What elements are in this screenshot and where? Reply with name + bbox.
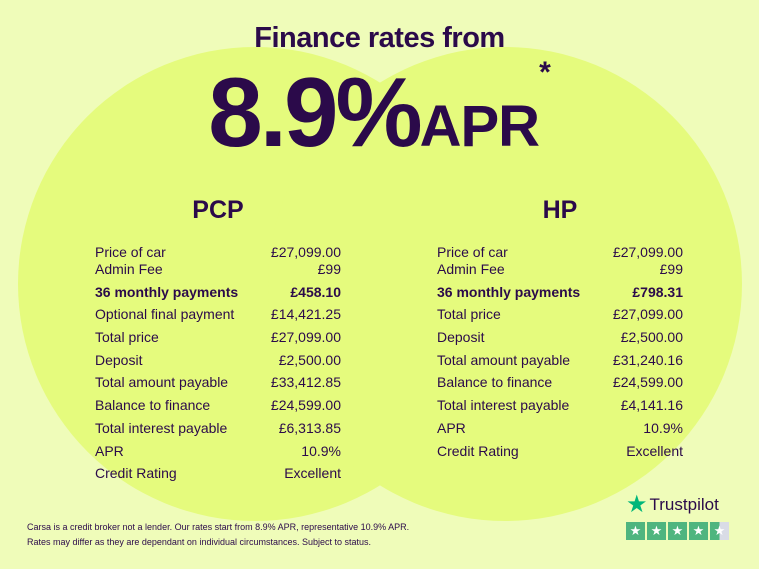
row-value: £2,500.00 <box>620 329 683 346</box>
row-value: £31,240.16 <box>612 351 683 368</box>
row-value: £33,412.85 <box>270 374 341 391</box>
row-value: £27,099.00 <box>612 306 683 323</box>
row-label: Total interest payable <box>95 419 228 436</box>
background-circle-right <box>268 47 742 521</box>
table-row: Balance to finance £24,599.00 <box>437 374 683 397</box>
table-row: Price of car £27,099.00 <box>437 244 683 261</box>
table-row: 36 monthly payments £798.31 <box>437 284 683 307</box>
table-row: Balance to finance £24,599.00 <box>95 397 341 420</box>
rate-value: 8.9% <box>208 57 422 167</box>
rate-display: 8.9%APR* <box>0 56 759 162</box>
rate-suffix: APR <box>419 94 540 159</box>
hp-table: HP Price of car £27,099.00 Admin Fee £99 36 … <box>437 196 683 465</box>
row-label: Price of car <box>95 244 166 260</box>
row-value: £798.31 <box>632 283 683 300</box>
row-label: 36 monthly payments <box>437 283 581 300</box>
row-label: Deposit <box>437 329 485 346</box>
row-label: Total amount payable <box>437 351 571 368</box>
row-label: Deposit <box>95 351 143 368</box>
trustpilot-name: Trustpilot <box>649 495 719 514</box>
table-row: Optional final payment £14,421.25 <box>95 306 341 329</box>
row-label: Total amount payable <box>95 374 229 391</box>
row-value: £458.10 <box>290 283 341 300</box>
trustpilot-rating: ★ ★ ★ ★ ★ <box>626 522 729 540</box>
headline: Finance rates from <box>254 22 505 54</box>
row-label: Admin Fee <box>437 261 505 277</box>
rating-star-icon: ★ <box>647 522 666 540</box>
table-row: Credit Rating Excellent <box>95 465 341 488</box>
row-label: APR <box>95 442 124 459</box>
row-label: Balance to finance <box>437 374 553 391</box>
table-row: Price of car £27,099.00 <box>95 244 341 261</box>
row-value: £4,141.16 <box>620 397 683 414</box>
row-label: Credit Rating <box>437 442 519 459</box>
row-label: 36 monthly payments <box>95 283 239 300</box>
rating-half-star-icon: ★ <box>710 522 729 540</box>
row-value: £99 <box>317 261 341 277</box>
row-label: Admin Fee <box>95 261 163 277</box>
row-label: APR <box>437 419 466 436</box>
disclaimer-line-2: Rates may differ as they are dependant o… <box>27 537 372 547</box>
table-row: Total price £27,099.00 <box>437 306 683 329</box>
row-value: £27,099.00 <box>270 244 341 260</box>
asterisk: * <box>539 56 551 89</box>
disclaimer: Carsa is a credit broker not a lender. O… <box>27 520 409 550</box>
disclaimer-line-1: Carsa is a credit broker not a lender. O… <box>27 522 410 532</box>
table-row: Admin Fee £99 <box>437 261 683 284</box>
row-label: Total price <box>437 306 501 323</box>
table-row: Total amount payable £33,412.85 <box>95 374 341 397</box>
pcp-heading: PCP <box>192 196 244 224</box>
row-value: £24,599.00 <box>612 374 683 391</box>
table-row: Total price £27,099.00 <box>95 329 341 352</box>
row-value: Excellent <box>284 465 341 482</box>
row-label: Total price <box>95 329 159 346</box>
row-value: £99 <box>659 261 683 277</box>
row-label: Total interest payable <box>437 397 570 414</box>
rating-star-icon: ★ <box>626 522 645 540</box>
trustpilot-badge[interactable]: ★ Trustpilot ★ ★ ★ ★ ★ <box>626 491 729 540</box>
table-row: APR 10.9% <box>437 420 683 443</box>
table-row: Credit Rating Excellent <box>437 443 683 466</box>
table-row: Deposit £2,500.00 <box>437 329 683 352</box>
table-row: Total interest payable £4,141.16 <box>437 397 683 420</box>
row-label: Optional final payment <box>95 306 235 323</box>
row-value: Excellent <box>626 442 683 459</box>
row-value: 10.9% <box>643 419 683 436</box>
rating-star-icon: ★ <box>668 522 687 540</box>
pcp-table: PCP Price of car £27,099.00 Admin Fee £99 36… <box>95 196 341 488</box>
row-value: 10.9% <box>301 442 341 459</box>
row-value: £6,313.85 <box>278 419 341 436</box>
table-row: APR 10.9% <box>95 443 341 466</box>
row-value: £14,421.25 <box>270 306 341 323</box>
table-row: Deposit £2,500.00 <box>95 352 341 375</box>
table-row: Total interest payable £6,313.85 <box>95 420 341 443</box>
row-value: £27,099.00 <box>612 244 683 260</box>
row-value: £24,599.00 <box>270 397 341 414</box>
rating-star-icon: ★ <box>689 522 708 540</box>
hp-heading: HP <box>542 196 578 224</box>
row-value: £2,500.00 <box>278 351 341 368</box>
row-label: Price of car <box>437 244 508 260</box>
star-icon: ★ <box>626 491 648 518</box>
row-label: Credit Rating <box>95 465 177 482</box>
row-value: £27,099.00 <box>270 329 341 346</box>
row-label: Balance to finance <box>95 397 211 414</box>
table-row: Admin Fee £99 <box>95 261 341 284</box>
table-row: 36 monthly payments £458.10 <box>95 284 341 307</box>
table-row: Total amount payable £31,240.16 <box>437 352 683 375</box>
